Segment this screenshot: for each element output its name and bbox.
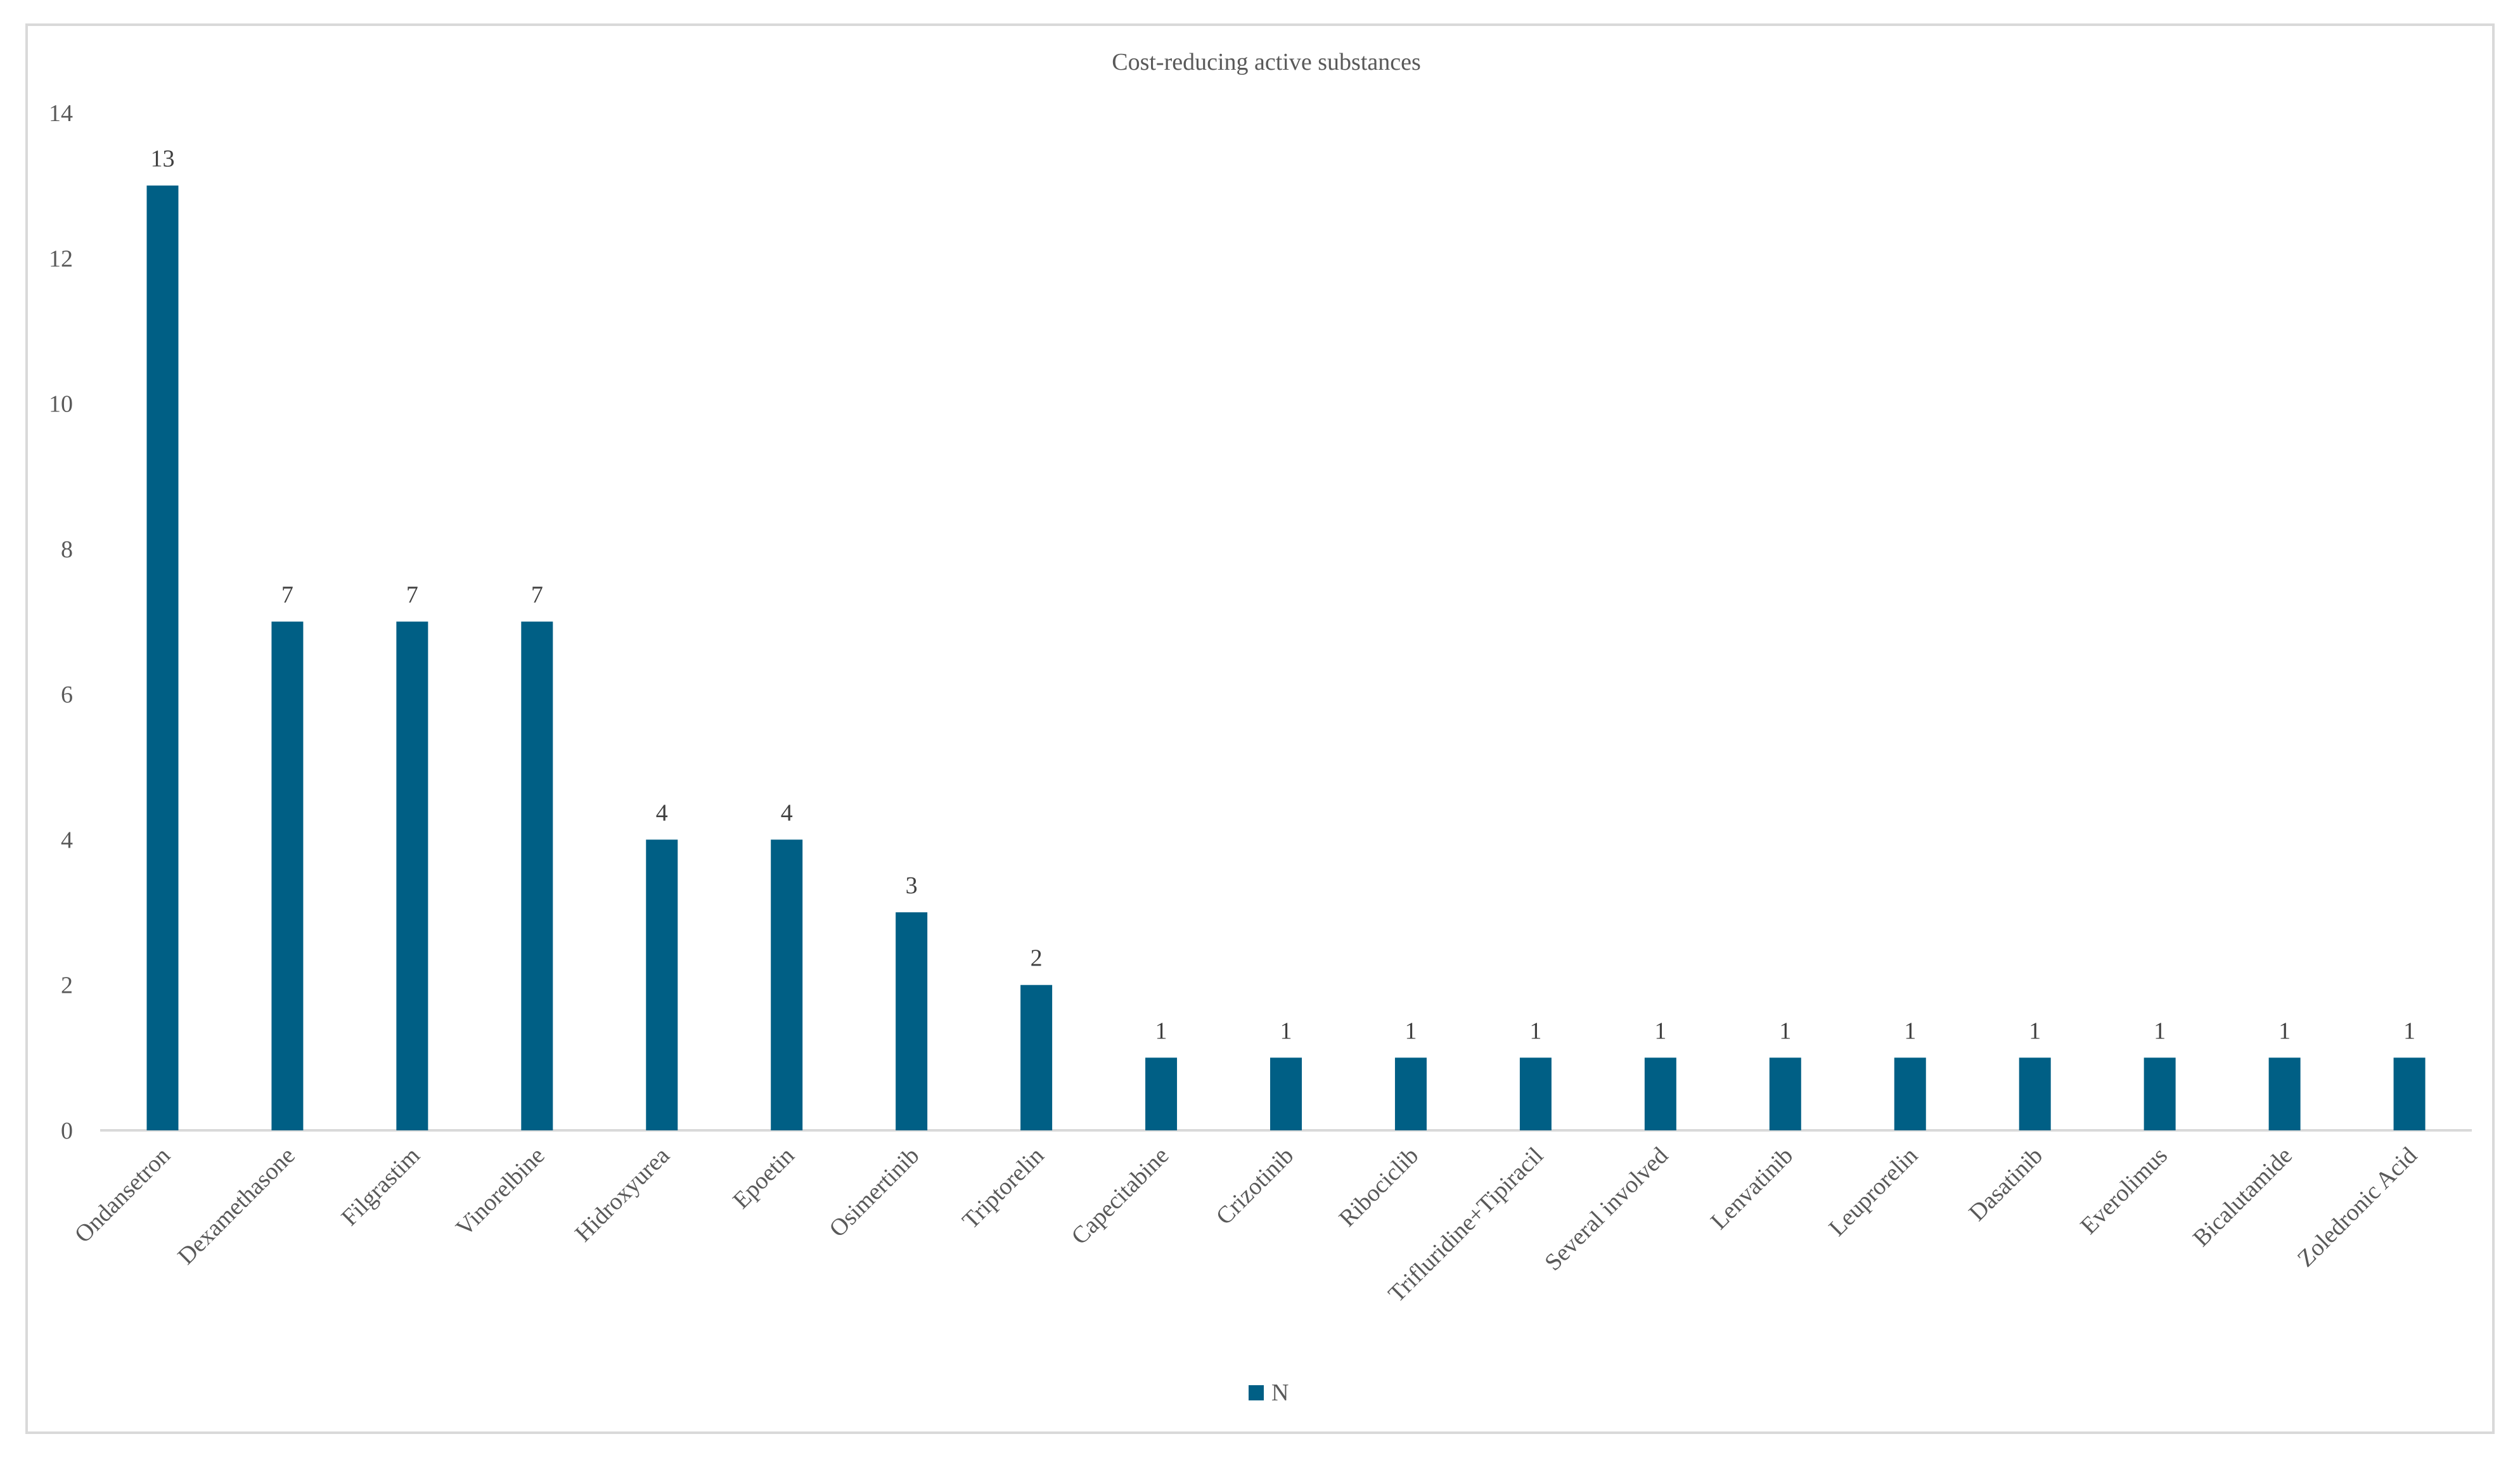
x-tick-label: Leuprorelin: [1824, 1142, 1924, 1242]
bar: [771, 839, 803, 1130]
bar: [1894, 1057, 1926, 1130]
y-tick-label: 14: [49, 100, 73, 127]
data-label: 1: [1779, 1017, 1791, 1044]
bar: [396, 621, 428, 1130]
bar: [2393, 1057, 2426, 1130]
y-tick-label: 12: [49, 245, 73, 272]
data-label: 1: [2154, 1017, 2166, 1044]
y-tick-label: 10: [49, 391, 73, 418]
data-label: 1: [2029, 1017, 2041, 1044]
chart-frame: [25, 23, 2495, 1434]
x-tick-label: Osimertinib: [824, 1142, 924, 1243]
bar: [2144, 1057, 2176, 1130]
x-tick-label: Hidroxyurea: [570, 1142, 675, 1248]
data-label: 3: [906, 872, 918, 899]
bar: [1145, 1057, 1178, 1130]
y-tick-label: 6: [61, 682, 73, 708]
x-tick-label: Bicalutamide: [2188, 1142, 2298, 1252]
y-tick-label: 4: [61, 827, 73, 853]
x-tick-label: Ribociclib: [1334, 1142, 1424, 1232]
bar: [646, 839, 678, 1130]
x-tick-label: Vinorelbine: [451, 1142, 550, 1241]
data-label: 1: [1155, 1017, 1167, 1044]
data-label: 1: [1405, 1017, 1417, 1044]
bar: [521, 621, 553, 1130]
x-tick-label: Several involved: [1540, 1142, 1673, 1276]
bar: [1769, 1057, 1801, 1130]
bar: [146, 185, 179, 1131]
data-label: 4: [781, 799, 793, 826]
legend-label-n: N: [1271, 1379, 1289, 1406]
data-label: 4: [656, 799, 668, 826]
data-label: 1: [1654, 1017, 1666, 1044]
x-tick-label: Ondansetron: [70, 1142, 176, 1248]
bar: [271, 621, 304, 1130]
data-label: 1: [1280, 1017, 1292, 1044]
y-tick-label: 0: [61, 1118, 73, 1144]
data-label: 1: [2403, 1017, 2415, 1044]
x-tick-label: Zoledronic Acid: [2292, 1142, 2422, 1272]
x-tick-label: Dexamethasone: [172, 1142, 300, 1270]
x-tick-label: Triptorelin: [957, 1142, 1049, 1234]
bar: [2268, 1057, 2301, 1130]
bar: [2019, 1057, 2051, 1130]
data-label: 2: [1031, 945, 1043, 972]
legend: N: [1249, 1379, 1289, 1406]
x-tick-label: Epoetin: [728, 1142, 799, 1214]
data-label: 1: [1904, 1017, 1916, 1044]
data-label: 13: [150, 146, 174, 172]
bar: [1644, 1057, 1676, 1130]
bar: [1270, 1057, 1302, 1130]
bar: [896, 912, 928, 1130]
chart-title: Cost-reducing active substances: [1112, 49, 1421, 75]
x-tick-label: Crizotinib: [1211, 1142, 1299, 1231]
x-tick-label: Everolimus: [2075, 1142, 2173, 1240]
y-axis-ticks: 0 2 4 6 8 10 12 14: [49, 100, 73, 1144]
data-label: 7: [406, 582, 418, 609]
x-tick-label: Dasatinib: [1964, 1142, 2048, 1227]
y-tick-label: 2: [61, 972, 73, 999]
data-label: 7: [281, 582, 293, 609]
bars-group: [146, 185, 2426, 1131]
data-labels-group: 13 7 7 7 4 4 3 2 1 1 1 1 1 1 1 1 1 1 1: [150, 146, 2415, 1045]
data-label: 1: [2279, 1017, 2291, 1044]
data-label: 1: [1529, 1017, 1541, 1044]
y-tick-label: 8: [61, 536, 73, 563]
legend-swatch-n: [1249, 1385, 1264, 1400]
x-tick-label: Filgrastim: [337, 1142, 425, 1231]
bar: [1020, 985, 1053, 1130]
x-tick-label: Lenvatinib: [1706, 1142, 1798, 1235]
x-tick-label: Capecitabine: [1066, 1142, 1174, 1250]
data-label: 7: [531, 582, 543, 609]
bar: [1394, 1057, 1427, 1130]
bar: [1519, 1057, 1552, 1130]
